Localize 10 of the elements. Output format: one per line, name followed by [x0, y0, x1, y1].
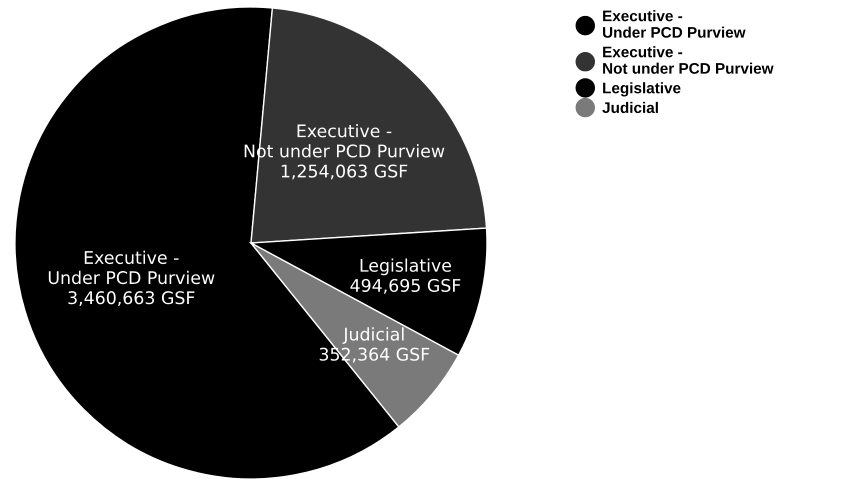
data-label: 3,460,663 GSF: [68, 291, 194, 306]
data-label: 494,695 GSF: [350, 278, 460, 294]
data-label: 1,254,063 GSF: [282, 164, 408, 180]
legend-label: Legislative: [603, 82, 681, 97]
slice-label: Executive - Under PCD Purview: [48, 250, 214, 284]
legend-label: Judicial: [602, 102, 658, 114]
slice-label: Judicial: [342, 327, 404, 344]
legend-label: Executive - Under PCD Purview: [603, 10, 746, 38]
legend-label: Executive - Not under PCD Purview: [603, 46, 774, 74]
slice-label: Legislative: [360, 258, 452, 276]
